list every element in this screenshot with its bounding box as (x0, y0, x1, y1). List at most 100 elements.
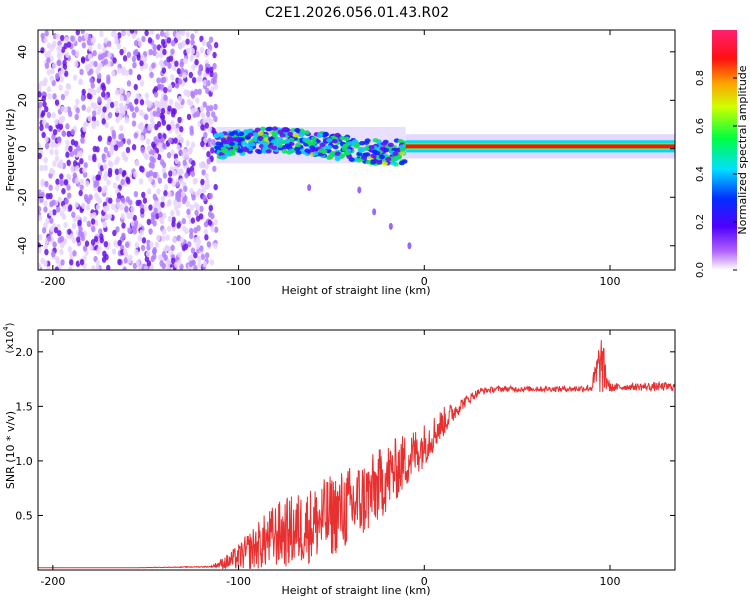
noise-speck (119, 124, 124, 132)
noise-speck (63, 179, 69, 186)
noise-speck (42, 101, 47, 108)
noise-speck (123, 104, 128, 111)
noise-speck (161, 228, 167, 236)
noise-speck (71, 222, 77, 230)
noise-speck (141, 35, 146, 43)
noise-speck (64, 145, 70, 152)
noise-speck (177, 201, 182, 209)
noise-speck (112, 138, 117, 146)
noise-speck (60, 93, 66, 101)
noise-speck (119, 48, 124, 56)
band-halo (216, 126, 406, 164)
noise-speck (132, 262, 138, 270)
noise-speck (145, 250, 151, 258)
noise-speck (200, 178, 205, 186)
noise-speck (52, 241, 57, 248)
snr-x-tick-label: -100 (226, 575, 251, 588)
noise-speck (211, 138, 216, 146)
noise-speck (179, 237, 185, 244)
noise-speck (101, 91, 106, 98)
noise-speck (184, 172, 189, 179)
noise-speck (110, 146, 115, 153)
noise-speck (102, 221, 107, 228)
noise-speck (208, 192, 213, 200)
noise-speck (140, 166, 145, 173)
band-blob (244, 129, 251, 134)
band-blob (295, 142, 302, 148)
noise-speck (164, 244, 170, 251)
noise-speck (117, 239, 122, 247)
noise-speck (102, 46, 107, 53)
noise-speck (43, 77, 48, 84)
noise-speck (78, 150, 83, 157)
noise-speck (195, 190, 200, 198)
noise-speck (200, 161, 206, 169)
noise-speck (139, 59, 144, 67)
noise-speck (43, 243, 48, 251)
noise-speck (159, 216, 164, 224)
noise-speck (84, 240, 90, 247)
band-blob (284, 138, 291, 144)
colorbar-ticks: 0.0 0.2 0.4 0.6 0.8 (695, 70, 737, 278)
noise-speck (178, 30, 183, 36)
noise-speck (160, 136, 165, 144)
noise-speck (154, 123, 159, 131)
noise-speck (166, 225, 172, 232)
noise-speck (188, 146, 194, 154)
noise-speck (59, 34, 65, 42)
noise-speck (112, 229, 117, 237)
noise-speck (188, 100, 194, 108)
noise-speck (168, 98, 174, 106)
noise-speck (57, 44, 63, 52)
noise-speck (86, 220, 92, 228)
band-blob (385, 157, 392, 162)
noise-speck (131, 144, 137, 151)
noise-speck (136, 74, 142, 81)
noise-speck (67, 204, 73, 212)
noise-speck (65, 83, 70, 90)
noise-speck (171, 40, 176, 47)
noise-speck (150, 255, 155, 263)
band-blob (225, 139, 232, 145)
noise-speck (61, 187, 66, 195)
noise-speck (137, 235, 143, 242)
band-blob (401, 159, 408, 164)
noise-speck (206, 41, 211, 48)
band-blob (341, 147, 348, 152)
noise-speck (88, 194, 93, 201)
noise-speck (40, 110, 46, 117)
snr-y-scale-base: (x10 (5, 331, 16, 354)
noise-speck (183, 148, 188, 156)
noise-speck (91, 225, 96, 233)
band-blob (343, 136, 350, 142)
noise-speck (171, 111, 176, 118)
noise-speck (87, 53, 93, 60)
noise-speck (87, 115, 92, 122)
noise-speck (57, 229, 62, 237)
noise-speck (60, 68, 65, 75)
noise-speck (193, 88, 199, 96)
noise-speck (99, 30, 104, 38)
noise-speck (107, 111, 113, 119)
noise-speck (166, 124, 171, 131)
noise-speck (163, 190, 168, 197)
noise-speck (89, 68, 94, 75)
band-blob (220, 155, 227, 160)
noise-speck (84, 180, 90, 187)
noise-speck (97, 197, 102, 205)
band-blob (326, 155, 333, 160)
noise-speck (205, 67, 210, 74)
noise-speck (111, 30, 116, 38)
noise-speck (140, 244, 146, 252)
noise-speck (197, 261, 202, 268)
band-blob (395, 154, 402, 160)
noise-speck (206, 151, 211, 158)
noise-speck (64, 198, 69, 205)
noise-speck (191, 160, 196, 167)
noise-speck (87, 154, 93, 161)
noise-speck (159, 30, 165, 37)
noise-speck (181, 40, 187, 47)
noise-speck (156, 188, 161, 195)
band-blob (295, 150, 302, 155)
